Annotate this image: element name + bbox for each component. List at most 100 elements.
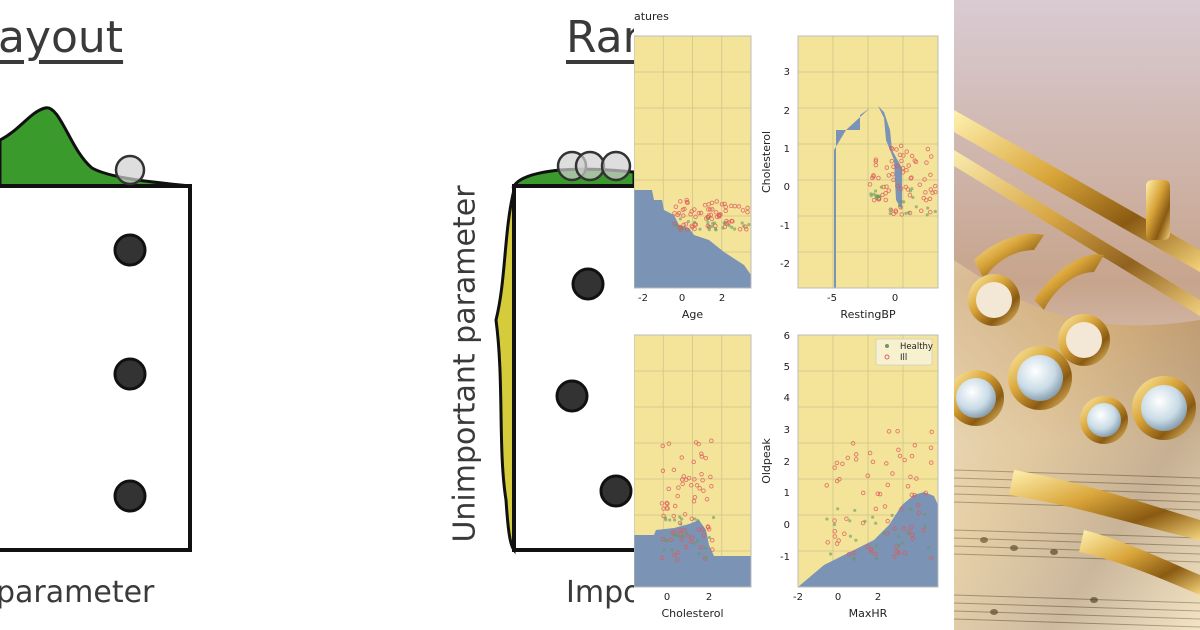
healthy-point (703, 546, 708, 550)
ill-point (666, 486, 672, 492)
healthy-point (889, 208, 893, 212)
ill-point (709, 483, 714, 489)
ill-point (876, 175, 881, 181)
sax-rod-2 (954, 150, 1200, 316)
sax-post (1146, 180, 1170, 240)
healthy-point (874, 521, 878, 525)
healthy-point (679, 522, 683, 526)
middle-side-density (494, 189, 516, 555)
middle-marginal-point-3 (600, 150, 632, 182)
subplot-cholesterol: 0 2 Cholesterol (634, 334, 752, 620)
healthy-point (707, 225, 711, 229)
healthy-point (693, 220, 697, 224)
ill-point (696, 210, 702, 216)
ill-point (885, 531, 890, 536)
ill-point (900, 165, 906, 171)
subplot-restingbp: -5 0 3 2 1 0 -1 -2 RestingBP Cholesterol (760, 35, 939, 321)
ill-point (692, 494, 698, 500)
middle-marginal-point-2 (574, 150, 606, 182)
healthy-point (899, 199, 903, 204)
ill-point (710, 547, 715, 552)
healthy-point (908, 189, 913, 193)
ill-point (705, 524, 711, 529)
middle-grid-point-1 (571, 267, 605, 301)
healthy-point (727, 224, 731, 228)
ill-point (860, 520, 866, 526)
subplot-age: -2 0 2 Age (634, 35, 752, 321)
ill-point (853, 452, 859, 457)
ill-point (865, 544, 870, 550)
ill-point (698, 544, 704, 550)
ill-point (704, 497, 710, 502)
ill-point (928, 209, 933, 215)
ill-point (740, 208, 746, 213)
ill-point (824, 483, 829, 488)
ill-point (676, 210, 682, 216)
ill-point (902, 550, 907, 556)
ill-point (896, 550, 901, 555)
ill-point (675, 557, 680, 563)
healthy-point (747, 223, 751, 227)
ill-point (927, 196, 933, 202)
healthy-point (874, 557, 879, 561)
healthy-point (686, 220, 690, 224)
ill-point (745, 205, 750, 211)
healthy-point (926, 545, 931, 549)
subplot-restingbp-ytick: 0 (784, 182, 790, 193)
ill-point (681, 213, 686, 218)
ill-point (928, 154, 934, 159)
ill-point (890, 171, 895, 177)
ill-point (696, 441, 701, 447)
ill-point (702, 202, 708, 208)
healthy-point (854, 538, 858, 542)
ill-point (885, 518, 890, 524)
subplot-age-xtick: -2 (638, 293, 648, 304)
middle-slide-panel: Rar Unimportant parameter Impo (420, 0, 634, 630)
healthy-point (693, 541, 697, 546)
healthy-point (923, 524, 927, 528)
healthy-point (707, 535, 711, 540)
healthy-point (911, 195, 915, 199)
healthy-point (825, 517, 829, 521)
healthy-point (733, 227, 737, 231)
left-slide-xlabel: parameter (0, 575, 155, 610)
healthy-point (721, 226, 725, 230)
ill-point (666, 441, 672, 446)
sax-body (954, 260, 1200, 630)
ill-point (659, 555, 665, 561)
ill-point (912, 492, 917, 498)
ill-point (701, 533, 707, 538)
healthy-point (678, 217, 682, 221)
healthy-point (663, 516, 668, 520)
ill-point (709, 538, 715, 543)
subplot-maxhr-ytick: 4 (784, 393, 790, 404)
ill-point (923, 190, 928, 195)
healthy-point (909, 507, 913, 511)
ill-point (895, 163, 900, 169)
ill-point (873, 551, 878, 557)
ill-point (678, 199, 683, 204)
ill-point (884, 184, 889, 189)
ill-point (877, 491, 883, 497)
ill-point (660, 443, 665, 449)
ill-point (659, 501, 665, 506)
ill-point (672, 503, 678, 509)
healthy-point (869, 192, 873, 196)
ill-point (709, 216, 715, 222)
healthy-point (693, 517, 697, 521)
ill-point (933, 189, 938, 195)
ill-point (925, 146, 931, 152)
subplot-restingbp-ytick: 3 (784, 67, 790, 78)
ill-point (682, 206, 687, 212)
sax-rod (954, 110, 1200, 272)
ill-point (713, 210, 719, 215)
healthy-point (684, 531, 688, 535)
ill-point (690, 535, 695, 540)
ill-point (909, 532, 915, 538)
ill-point (665, 501, 670, 506)
ill-point (909, 453, 915, 459)
healthy-point (852, 557, 856, 562)
saxophone-photo (954, 0, 1200, 630)
healthy-point (710, 224, 714, 229)
ill-point (837, 476, 842, 482)
